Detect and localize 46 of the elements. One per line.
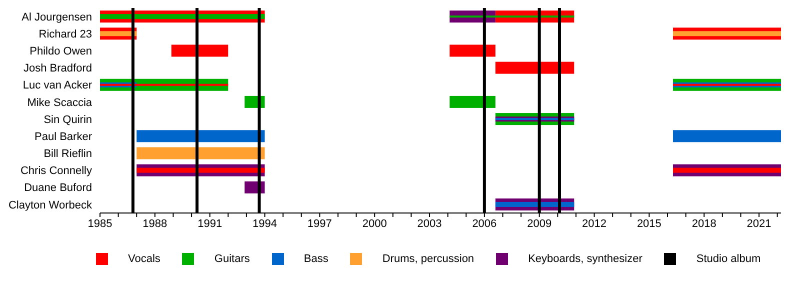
y-tick-label: Paul Barker <box>34 130 92 143</box>
y-tick-label: Duane Buford <box>24 182 92 194</box>
bar <box>136 130 265 142</box>
y-tick-label: Sin Quirin <box>44 114 92 126</box>
x-tick-label: 2012 <box>582 218 607 230</box>
x-tick-label: 2000 <box>362 218 387 230</box>
bar <box>171 44 228 57</box>
bar <box>136 147 265 160</box>
x-tick-label: 2021 <box>746 218 772 230</box>
y-tick-label: Mike Scaccia <box>27 96 93 109</box>
bar <box>450 16 574 18</box>
y-tick-label: Josh Bradford <box>24 62 92 75</box>
bar <box>100 84 228 86</box>
bar <box>136 168 265 173</box>
x-tick-label: 1997 <box>307 218 332 230</box>
y-tick-label: Bill Rieflin <box>44 148 92 160</box>
x-tick-label: 1988 <box>142 218 168 230</box>
bar <box>450 44 496 57</box>
legend-label: Drums, percussion <box>382 253 474 265</box>
bar <box>672 168 781 173</box>
bar <box>100 31 137 36</box>
y-tick-label: Luc van Acker <box>22 80 92 92</box>
bar <box>672 130 781 142</box>
bar <box>100 14 265 20</box>
legend-label: Vocals <box>128 253 160 265</box>
x-tick-label: 2006 <box>472 218 497 230</box>
legend-label: Studio album <box>696 253 761 265</box>
x-tick-label: 2003 <box>417 218 442 230</box>
y-tick-label: Richard 23 <box>38 28 92 40</box>
bar <box>495 202 574 207</box>
y-tick-label: Clayton Worbeck <box>8 199 92 212</box>
x-tick-label: 1994 <box>252 218 277 230</box>
x-tick-label: 2018 <box>692 218 716 230</box>
legend-label: Keyboards, synthesizer <box>528 253 642 265</box>
y-tick-label: Chris Connelly <box>20 165 92 178</box>
x-tick-label: 2009 <box>527 218 552 230</box>
y-tick-label: Phildo Owen <box>30 46 92 58</box>
legend-label: Guitars <box>214 253 250 265</box>
bar <box>672 31 781 36</box>
bar <box>495 62 574 74</box>
bar <box>450 96 496 108</box>
x-tick-label: 1991 <box>198 218 222 230</box>
y-tick-label: Al Jourgensen <box>22 11 92 24</box>
legend-label: Bass <box>304 253 328 265</box>
x-tick-label: 1985 <box>88 218 112 230</box>
x-tick-label: 2015 <box>636 218 662 230</box>
